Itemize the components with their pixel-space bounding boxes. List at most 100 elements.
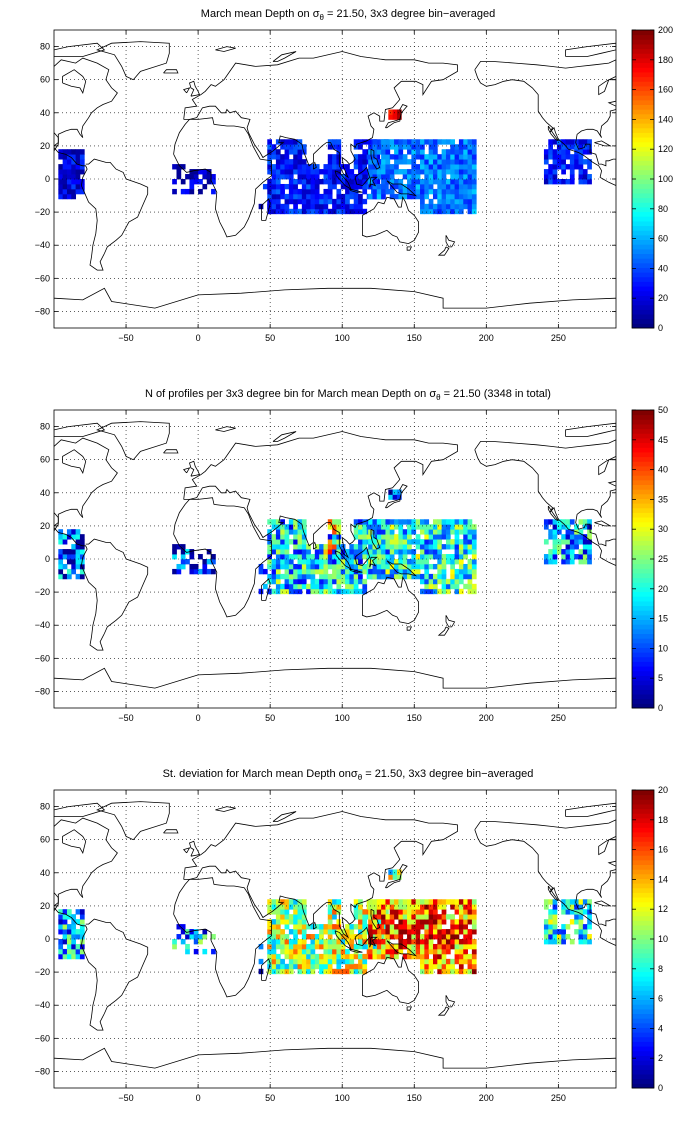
data-bin [58,924,64,930]
data-bin [458,144,464,150]
coastline [182,847,191,854]
data-bin [458,198,464,205]
data-bin [327,588,333,595]
data-bin [58,193,64,200]
data-bin [353,573,359,580]
data-bin [458,529,464,535]
data-bin [284,544,290,550]
data-bin [193,174,199,180]
data-bin [582,524,588,530]
data-bin [389,899,395,905]
data-bin [267,943,272,950]
colorbar-segment [632,99,654,105]
data-bin [267,183,272,190]
data-bin [271,573,277,580]
data-bin [424,154,430,160]
data-bin [415,554,421,560]
data-bin [336,159,342,165]
data-bin [381,188,386,195]
data-bin [574,164,579,170]
data-bin [327,169,333,175]
data-bin [202,929,208,935]
data-bin [424,164,430,170]
data-bin [561,539,566,545]
data-bin [368,149,373,155]
data-bin [415,559,421,565]
data-bin [471,144,477,150]
data-bin [398,929,404,935]
data-bin [293,139,298,145]
data-bin [437,544,443,550]
data-bin [398,554,404,560]
data-bin [275,958,281,965]
coastline [261,578,271,601]
data-bin [180,924,186,930]
data-bin [471,953,477,960]
data-bin [458,958,464,965]
y-tick-label: 60 [40,455,50,465]
data-bin [432,573,438,580]
colorbar-segment [632,531,654,537]
data-bin [561,519,566,525]
data-bin [75,174,81,180]
data-bin [340,943,346,950]
data-bin [552,554,558,560]
data-bin [301,529,307,535]
data-bin [301,203,307,210]
data-bin [275,183,281,190]
data-bin [297,544,303,550]
data-bin [411,943,417,950]
data-bin [79,169,85,175]
data-bin [424,573,430,580]
coastline [370,528,381,550]
coastline [565,42,616,57]
data-bin [275,914,281,920]
data-bin [556,929,562,935]
y-tick-label: −20 [35,967,50,977]
data-bin [336,958,342,965]
data-bin [258,943,264,950]
data-bin [428,909,434,915]
data-bin [574,154,579,160]
data-bin [463,958,468,965]
data-bin [71,563,77,570]
data-bin [411,179,417,185]
data-bin [556,154,562,160]
data-bin [402,929,408,935]
colorbar-segment [632,966,654,973]
data-bin [327,573,333,580]
data-bin [327,179,333,185]
data-bin [463,174,468,180]
coastline [54,1047,616,1069]
colorbar-segment [632,535,654,541]
data-bin [543,939,549,945]
data-bin [176,169,182,175]
data-bin [376,909,382,915]
data-bin [432,188,438,195]
data-bin [394,929,399,935]
data-bin [385,549,391,555]
data-bin [543,924,549,930]
data-bin [428,924,434,930]
data-bin [198,179,203,185]
data-bin [376,524,382,530]
data-bin [398,559,404,565]
coastline [54,802,106,817]
data-bin [258,568,264,575]
data-bin [389,139,395,145]
data-bin [398,193,404,200]
data-bin [437,534,443,540]
data-bin [398,919,404,925]
data-bin [441,559,447,565]
data-bin [362,198,368,205]
data-bin [332,578,337,585]
data-bin [358,929,363,935]
data-bin [445,519,451,525]
data-bin [454,208,460,215]
data-bin [332,144,337,150]
data-bin [471,939,477,945]
data-bin [578,929,584,935]
colorbar-segment [632,934,654,940]
data-bin [467,939,473,945]
data-bin [75,953,81,960]
